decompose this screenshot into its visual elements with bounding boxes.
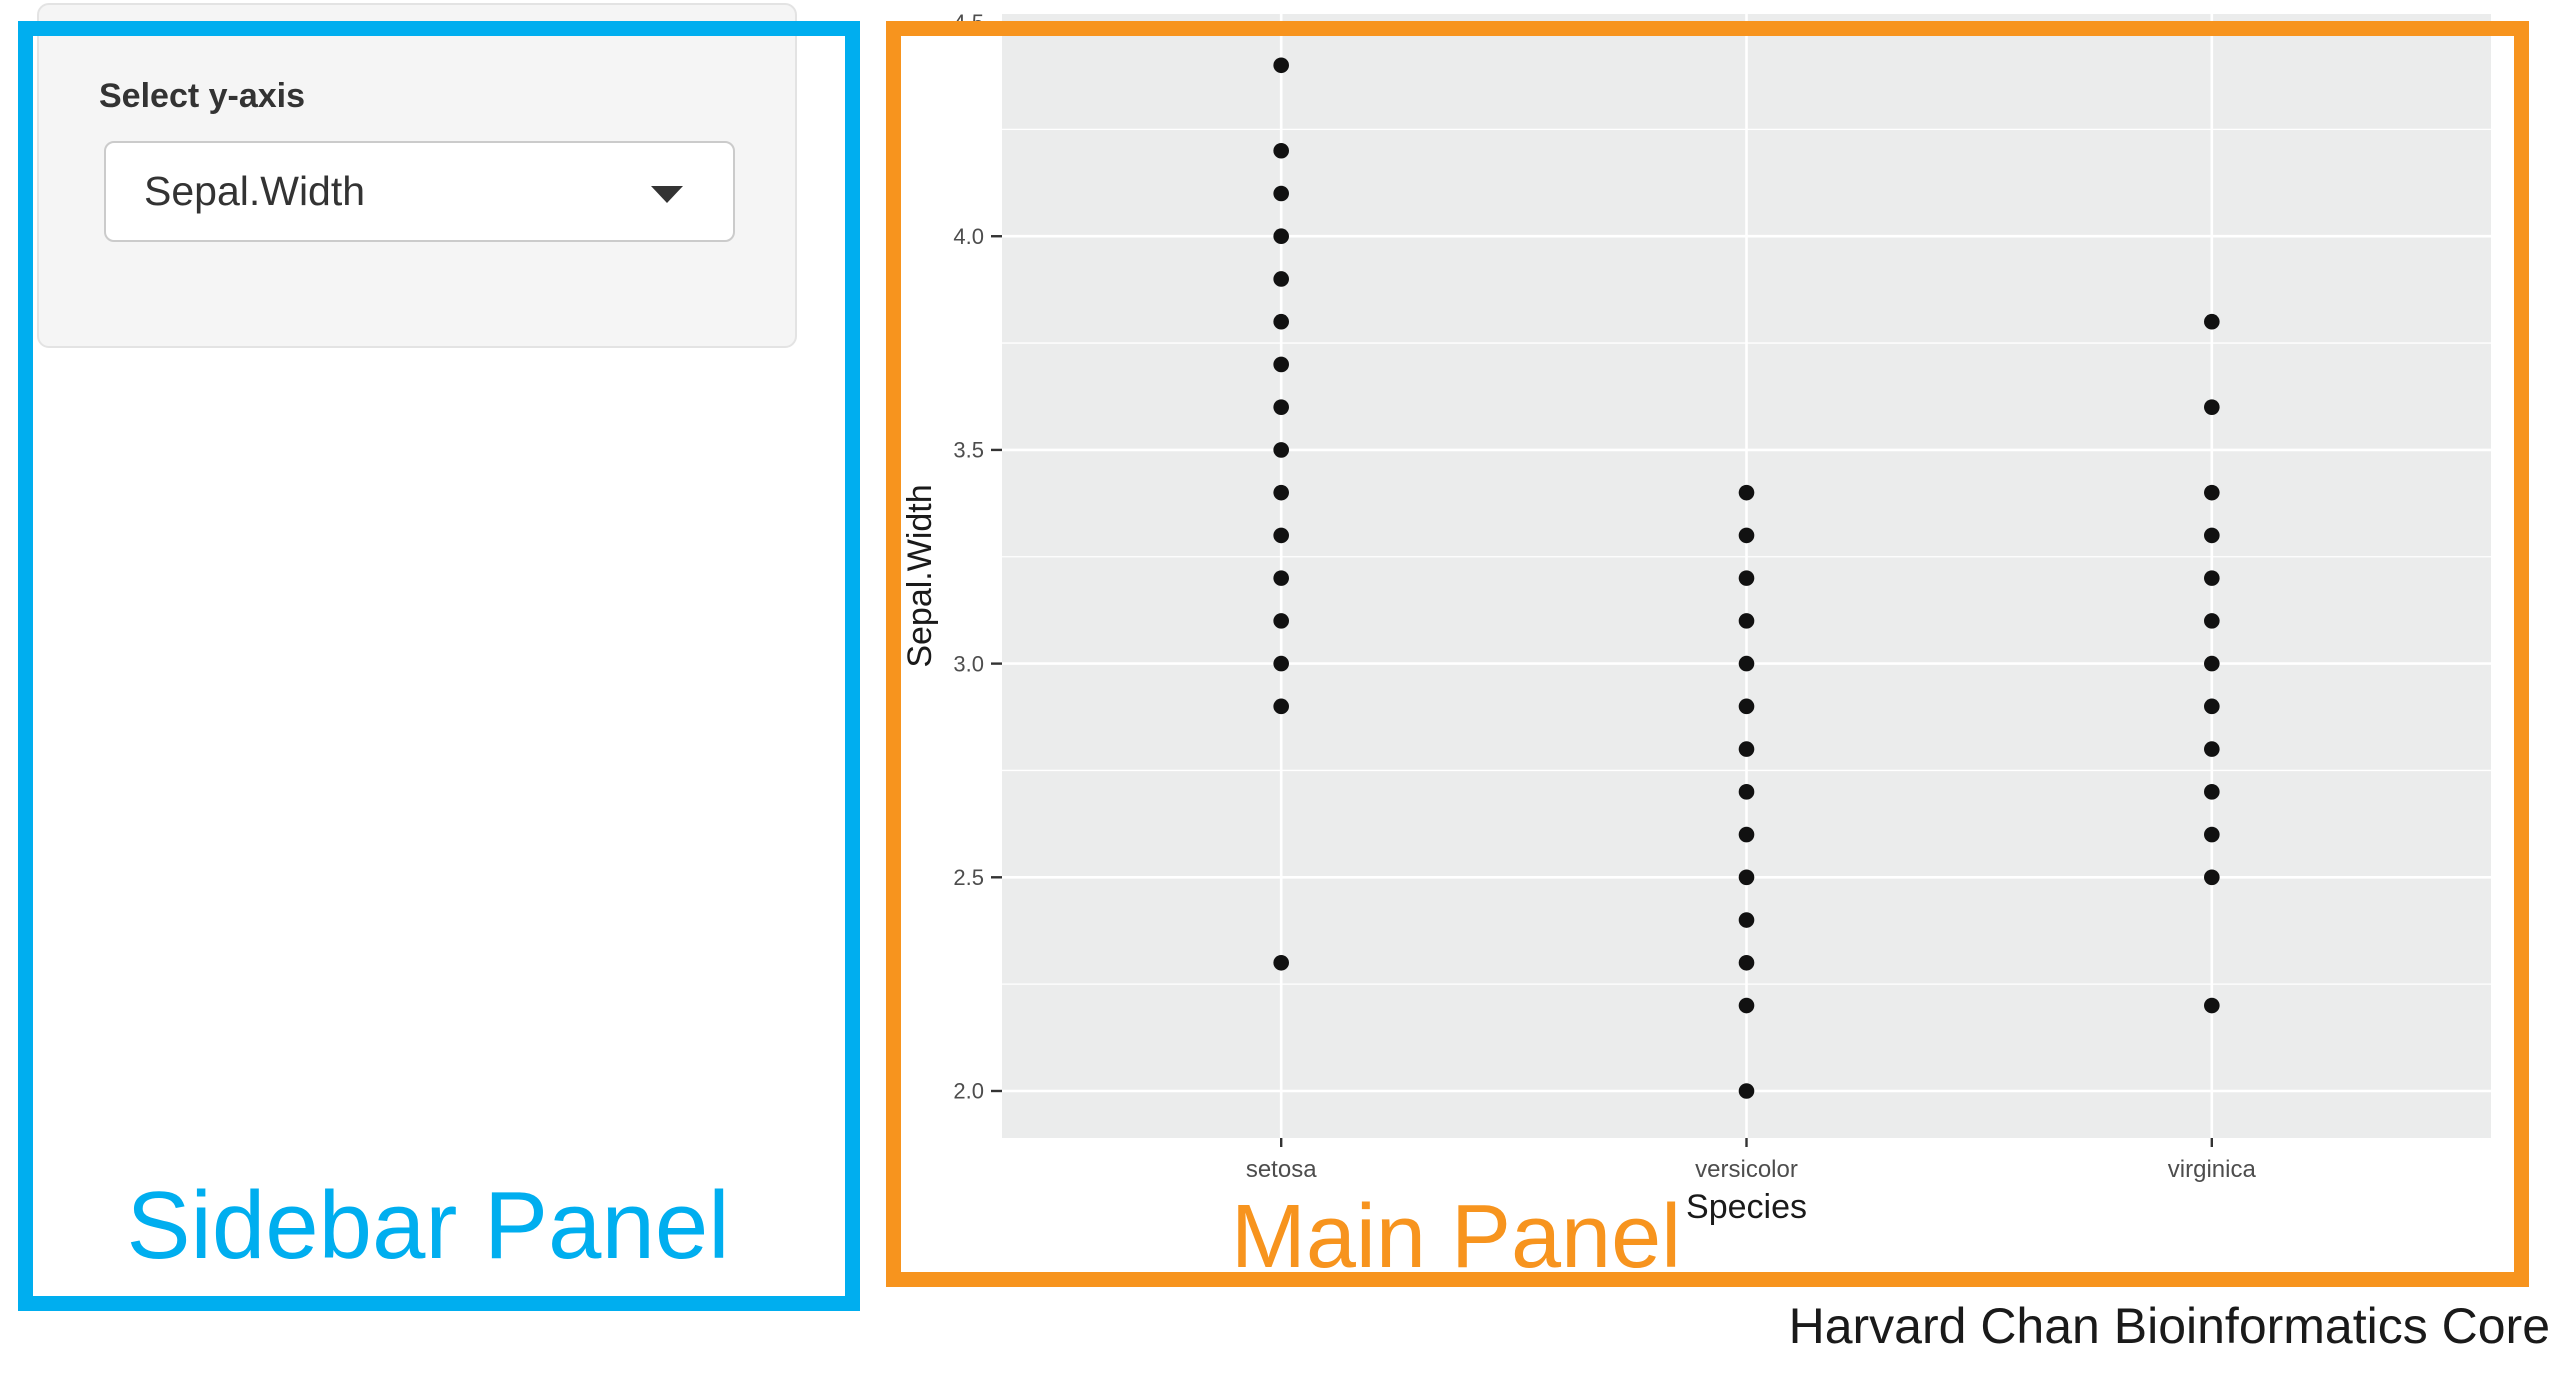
data-point-versicolor (1738, 784, 1755, 800)
data-point-virginica (2204, 655, 2220, 672)
data-point-setosa (1273, 57, 1289, 74)
data-point-setosa (1273, 399, 1289, 415)
svg-text:4.0: 4.0 (953, 224, 984, 249)
y-axis-dropdown[interactable]: Sepal.Width (104, 141, 735, 242)
select-y-axis-label: Select y-axis (99, 77, 306, 115)
data-point-setosa (1273, 484, 1289, 501)
data-point-setosa (1273, 356, 1289, 373)
data-point-setosa (1273, 271, 1289, 287)
data-point-versicolor (1738, 484, 1755, 501)
data-point-versicolor (1738, 826, 1755, 843)
data-point-versicolor (1738, 997, 1755, 1014)
data-point-setosa (1273, 185, 1289, 202)
data-points (1273, 57, 2220, 1099)
data-point-setosa (1273, 142, 1289, 159)
svg-text:3.5: 3.5 (953, 438, 984, 463)
data-point-virginica (2204, 826, 2220, 843)
y-axis-title: Sepal.Width (901, 484, 939, 667)
svg-text:setosa: setosa (1246, 1156, 1317, 1183)
data-point-versicolor (1738, 655, 1755, 672)
data-point-setosa (1273, 442, 1289, 458)
chevron-down-icon (651, 186, 683, 203)
data-point-versicolor (1738, 912, 1755, 928)
axis-tick-marks (991, 21, 2214, 1147)
data-point-versicolor (1738, 613, 1755, 629)
data-point-versicolor (1738, 527, 1755, 544)
data-point-setosa (1273, 954, 1289, 971)
svg-text:4.5: 4.5 (953, 10, 984, 35)
data-point-virginica (2204, 784, 2220, 800)
data-point-versicolor (1738, 698, 1755, 715)
data-point-versicolor (1738, 954, 1755, 971)
x-axis-title: Species (1686, 1188, 1807, 1226)
data-point-virginica (2204, 527, 2220, 544)
data-point-virginica (2204, 997, 2220, 1014)
data-point-setosa (1273, 527, 1289, 544)
sidebar-well-panel: Select y-axis Sepal.Width (37, 3, 797, 348)
main-panel-caption: Main Panel (1230, 1187, 1682, 1287)
data-point-setosa (1273, 698, 1289, 715)
data-point-versicolor (1738, 741, 1755, 757)
data-point-versicolor (1738, 1083, 1755, 1099)
data-point-virginica (2204, 570, 2220, 586)
data-point-virginica (2204, 698, 2220, 715)
data-point-virginica (2204, 484, 2220, 501)
sidebar-panel-caption: Sidebar Panel (126, 1172, 730, 1279)
svg-text:3.0: 3.0 (953, 651, 984, 676)
svg-text:versicolor: versicolor (1695, 1156, 1798, 1183)
y-tick-labels: 2.0 2.5 3.0 3.5 4.0 4.5 (953, 10, 984, 1103)
x-tick-labels: setosa versicolor virginica (1246, 1156, 2257, 1183)
data-point-setosa (1273, 228, 1289, 245)
svg-text:2.0: 2.0 (953, 1079, 984, 1104)
data-point-setosa (1273, 613, 1289, 629)
data-point-virginica (2204, 741, 2220, 757)
data-point-setosa (1273, 570, 1289, 586)
data-point-versicolor (1738, 570, 1755, 586)
data-point-setosa (1273, 313, 1289, 330)
data-point-virginica (2204, 869, 2220, 886)
credit-text: Harvard Chan Bioinformatics Core (1788, 1298, 2550, 1354)
data-point-virginica (2204, 399, 2220, 415)
data-point-setosa (1273, 655, 1289, 672)
axis-titles: Species Sepal.Width (901, 484, 1807, 1226)
y-axis-dropdown-value: Sepal.Width (144, 168, 366, 214)
data-point-versicolor (1738, 869, 1755, 886)
svg-text:virginica: virginica (2168, 1156, 2257, 1183)
data-point-virginica (2204, 313, 2220, 330)
data-point-virginica (2204, 613, 2220, 629)
svg-text:2.5: 2.5 (953, 865, 984, 890)
